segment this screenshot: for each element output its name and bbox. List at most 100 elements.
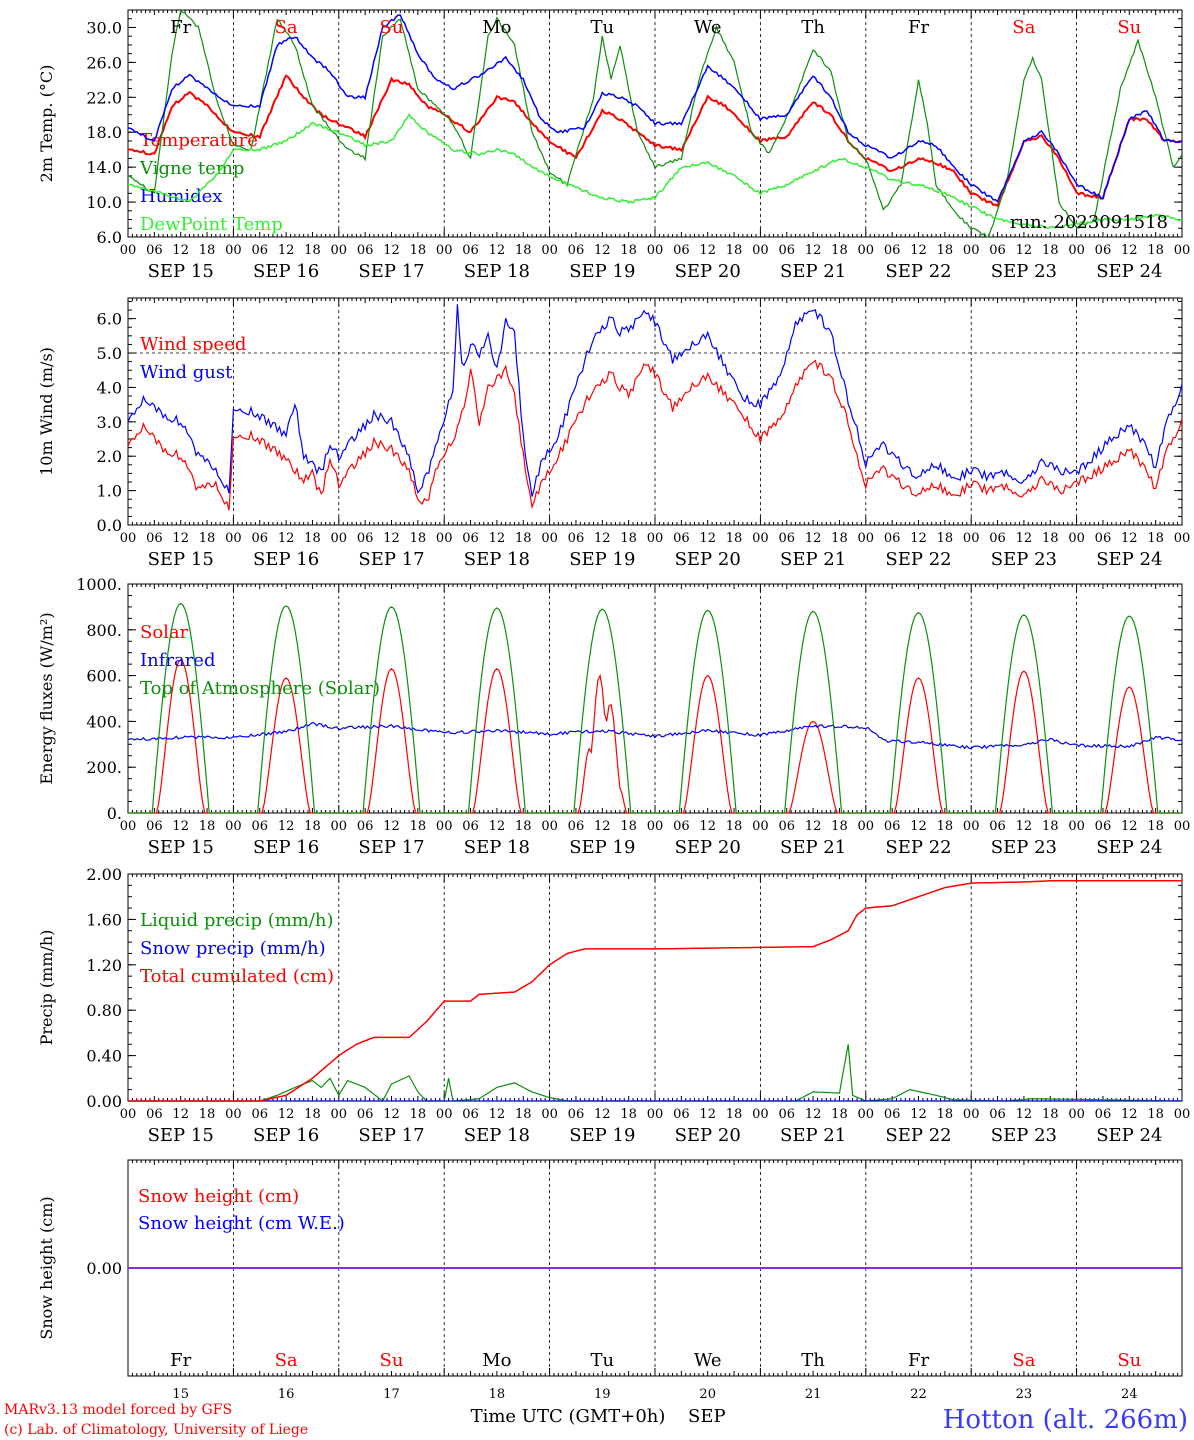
day-name-label: Fr <box>908 1350 929 1371</box>
hour-tick-label: 18 <box>1042 531 1059 546</box>
y-axis-label: Snow height (cm) <box>37 1196 56 1339</box>
hour-tick-label: 06 <box>673 243 690 258</box>
hour-tick-label: 12 <box>172 531 189 546</box>
run-label: run: 2023091518 <box>1010 212 1168 233</box>
hour-tick-label: 12 <box>383 531 400 546</box>
hour-tick-label: 06 <box>462 531 479 546</box>
day-number-label: 21 <box>805 1387 822 1402</box>
y-tick-label: 800. <box>86 621 122 640</box>
hour-tick-label: 06 <box>778 531 795 546</box>
hour-tick-label: 18 <box>515 243 532 258</box>
date-label: SEP 20 <box>675 837 741 858</box>
hour-tick-label: 00 <box>541 531 558 546</box>
date-label: SEP 20 <box>675 261 741 282</box>
y-tick-label: 2.00 <box>86 865 122 884</box>
hour-tick-label: 18 <box>304 1107 321 1122</box>
hour-tick-label: 12 <box>1016 819 1033 834</box>
panel-2: 0.0 1.0 2.0 3.0 4.0 5.0 6.0 10m Wind (m/s) Wind … <box>37 297 1190 570</box>
hour-tick-label: 00 <box>1174 243 1191 258</box>
y-axis-label: Energy fluxes (W/m²) <box>37 612 56 784</box>
hour-tick-label: 00 <box>752 243 769 258</box>
hour-tick-label: 18 <box>937 243 954 258</box>
date-label: SEP 24 <box>1096 549 1162 570</box>
date-label: SEP 18 <box>464 1125 530 1146</box>
date-label: SEP 23 <box>991 261 1057 282</box>
hour-tick-label: 06 <box>251 243 268 258</box>
hour-tick-label: 12 <box>1016 531 1033 546</box>
hour-tick-label: 18 <box>937 531 954 546</box>
legend-entry: Wind gust <box>140 362 233 383</box>
series-humidex <box>127 14 1183 203</box>
date-label: SEP 22 <box>885 837 951 858</box>
panel-3: 0. 200. 400. 600. 800. 1000. Energy fluxes (W/… <box>37 575 1190 858</box>
day-name-label: Th <box>801 17 825 38</box>
legend-entry: Humidex <box>140 186 222 207</box>
legend-entry: Total cumulated (cm) <box>140 966 334 987</box>
hour-tick-label: 06 <box>357 531 374 546</box>
hour-tick-label: 00 <box>541 243 558 258</box>
hour-tick-label: 18 <box>831 1107 848 1122</box>
hour-tick-label: 12 <box>805 243 822 258</box>
day-number-label: 19 <box>594 1387 611 1402</box>
hour-tick-label: 12 <box>1121 531 1138 546</box>
y-tick-label: 0.00 <box>86 1259 122 1278</box>
hour-tick-label: 12 <box>699 1107 716 1122</box>
hour-tick-label: 06 <box>778 819 795 834</box>
hour-tick-label: 06 <box>1095 819 1112 834</box>
hour-tick-label: 00 <box>225 819 242 834</box>
hour-tick-label: 18 <box>1147 1107 1164 1122</box>
hour-tick-label: 00 <box>120 531 137 546</box>
date-label: SEP 19 <box>569 261 635 282</box>
hour-tick-label: 06 <box>357 819 374 834</box>
chart-panels: 6.0 10.0 14.0 18.0 22.0 26.0 30.0 2m Temp. (°C)… <box>37 9 1191 1402</box>
hour-tick-label: 00 <box>541 819 558 834</box>
day-name-label: We <box>694 17 722 38</box>
hour-tick-label: 00 <box>1068 1107 1085 1122</box>
hour-tick-label: 06 <box>673 819 690 834</box>
hour-tick-label: 00 <box>752 531 769 546</box>
hour-tick-label: 06 <box>146 1107 163 1122</box>
hour-tick-label: 00 <box>331 819 348 834</box>
date-label: SEP 16 <box>253 549 319 570</box>
date-label: SEP 15 <box>148 261 214 282</box>
date-label: SEP 22 <box>885 1125 951 1146</box>
y-tick-label: 1.0 <box>97 482 122 501</box>
hour-tick-label: 00 <box>1068 243 1085 258</box>
hour-tick-label: 18 <box>831 819 848 834</box>
y-axis-label: 10m Wind (m/s) <box>37 347 56 476</box>
hour-tick-label: 00 <box>541 1107 558 1122</box>
y-tick-label: 22.0 <box>86 88 122 107</box>
series-wind-gust <box>127 304 1183 497</box>
hour-tick-label: 18 <box>1042 819 1059 834</box>
hour-tick-label: 00 <box>647 531 664 546</box>
hour-tick-label: 00 <box>858 531 875 546</box>
legend-entry: Solar <box>140 622 189 643</box>
hour-tick-label: 18 <box>1042 243 1059 258</box>
y-tick-label: 10.0 <box>86 193 122 212</box>
hour-tick-label: 18 <box>620 1107 637 1122</box>
day-name-label: Su <box>1117 1350 1141 1371</box>
legend-entry: Snow height (cm) <box>138 1186 299 1207</box>
hour-tick-label: 18 <box>515 819 532 834</box>
day-name-label: Su <box>380 17 404 38</box>
hour-tick-label: 06 <box>568 243 585 258</box>
hour-tick-label: 06 <box>989 531 1006 546</box>
y-tick-label: 200. <box>86 758 122 777</box>
hour-tick-label: 06 <box>989 1107 1006 1122</box>
date-label: SEP 17 <box>358 549 424 570</box>
hour-tick-label: 18 <box>620 243 637 258</box>
y-axis-label: Precip (mm/h) <box>37 930 56 1046</box>
hour-tick-label: 06 <box>568 1107 585 1122</box>
legend-entry: Snow precip (mm/h) <box>140 938 326 959</box>
hour-tick-label: 00 <box>858 819 875 834</box>
hour-tick-label: 18 <box>410 243 427 258</box>
hour-tick-label: 06 <box>251 819 268 834</box>
hour-tick-label: 18 <box>1147 531 1164 546</box>
hour-tick-label: 00 <box>331 243 348 258</box>
day-name-label: Su <box>380 1350 404 1371</box>
day-name-label: Tu <box>590 1350 614 1371</box>
day-number-label: 20 <box>699 1387 716 1402</box>
hour-tick-label: 18 <box>304 243 321 258</box>
y-tick-label: 4.0 <box>97 378 122 397</box>
hour-tick-label: 00 <box>436 1107 453 1122</box>
